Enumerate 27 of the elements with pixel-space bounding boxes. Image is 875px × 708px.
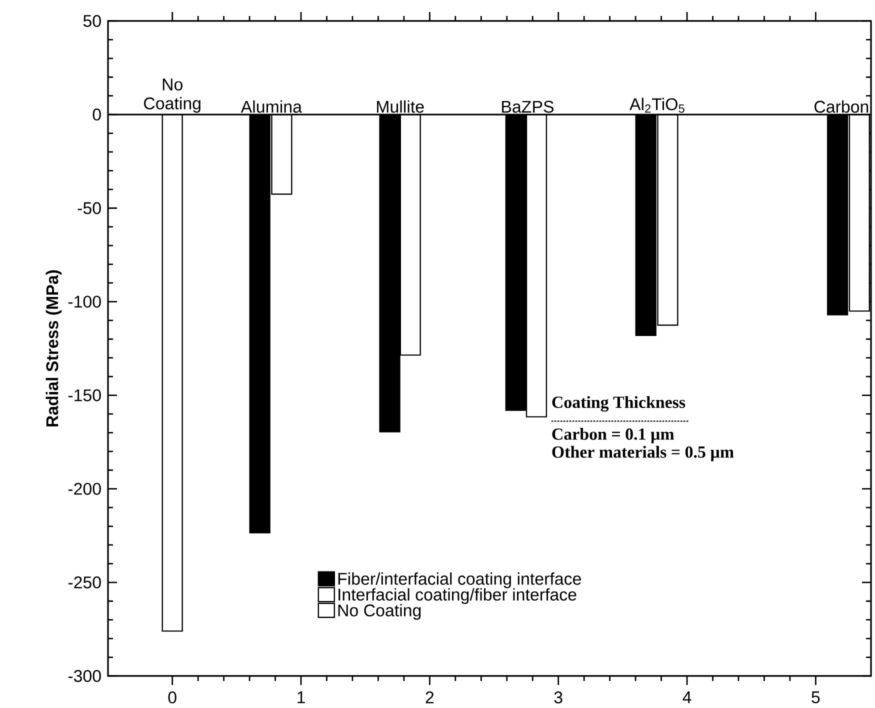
annotation: Mullite [377,100,424,113]
y-tick-label: -150 [68,389,101,402]
legend-label: Fiber/interfacial coating interface [338,572,581,588]
annotation: Coating Thickness [552,396,686,412]
y-tick-label: -200 [68,482,101,495]
annotation: Al$_{2}$TiO$_{5}$ [630,98,684,113]
y-tick-label: 50 [83,14,101,27]
annotation: Carbon = 0.1 µm [552,428,674,444]
y-tick-label: -100 [68,296,101,308]
legend-label: Interfacial coating/fiber interface [338,588,576,604]
y-tick-label: -250 [68,576,101,588]
x-tick-label: 1 [298,691,305,704]
y-tick-label: 0 [92,108,101,121]
annotation: Other materials = 0.5 µm [552,446,734,462]
annotation: Carbon [814,100,868,113]
x-tick-label: 2 [426,691,434,704]
y-tick-label: -50 [78,202,101,214]
x-tick-label: 4 [682,691,692,704]
x-tick-label: 5 [812,691,820,704]
annotation: BaZPS [502,100,554,113]
x-tick-label: 3 [554,691,562,704]
x-tick-label: 0 [168,691,176,704]
y-axis-title: Radial Stress (MPa) [46,270,62,426]
annotation: No Coating [144,78,200,113]
legend-label: No Coating [338,604,421,620]
y-tick-label: -300 [68,670,101,682]
annotation: Alumina [240,100,302,113]
